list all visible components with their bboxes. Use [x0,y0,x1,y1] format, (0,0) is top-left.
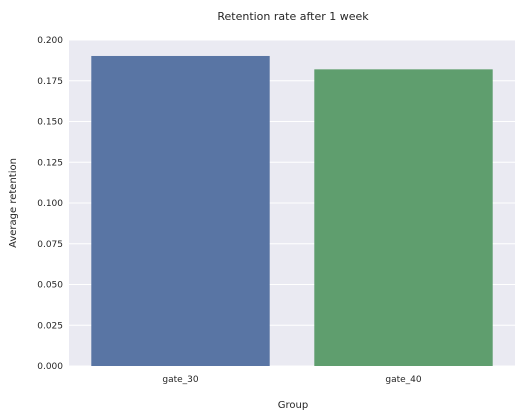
y-tick-label: 0.200 [37,36,63,46]
y-tick-labels: 0.000 0.025 0.050 0.075 0.100 0.125 0.150 0.175… [37,36,63,372]
y-tick-label: 0.175 [37,77,63,87]
bars [91,55,493,366]
x-axis-title: Group [278,400,308,411]
y-tick-label: 0.150 [37,118,63,128]
y-axis-title: Average retention [8,158,19,248]
x-tick-label: gate_40 [385,375,422,385]
y-tick-label: 0.100 [37,199,63,209]
x-tick-label: gate_30 [162,375,199,385]
y-tick-label: 0.075 [37,240,63,250]
y-tick-label: 0.025 [37,321,63,331]
bar-gate_40 [314,69,493,366]
chart-title: Retention rate after 1 week [217,10,369,23]
y-tick-label: 0.000 [37,362,63,372]
y-tick-label: 0.125 [37,158,63,168]
y-tick-label: 0.050 [37,281,63,291]
bar-gate_30 [91,55,270,366]
x-tick-labels: gate_30 gate_40 [162,375,422,385]
